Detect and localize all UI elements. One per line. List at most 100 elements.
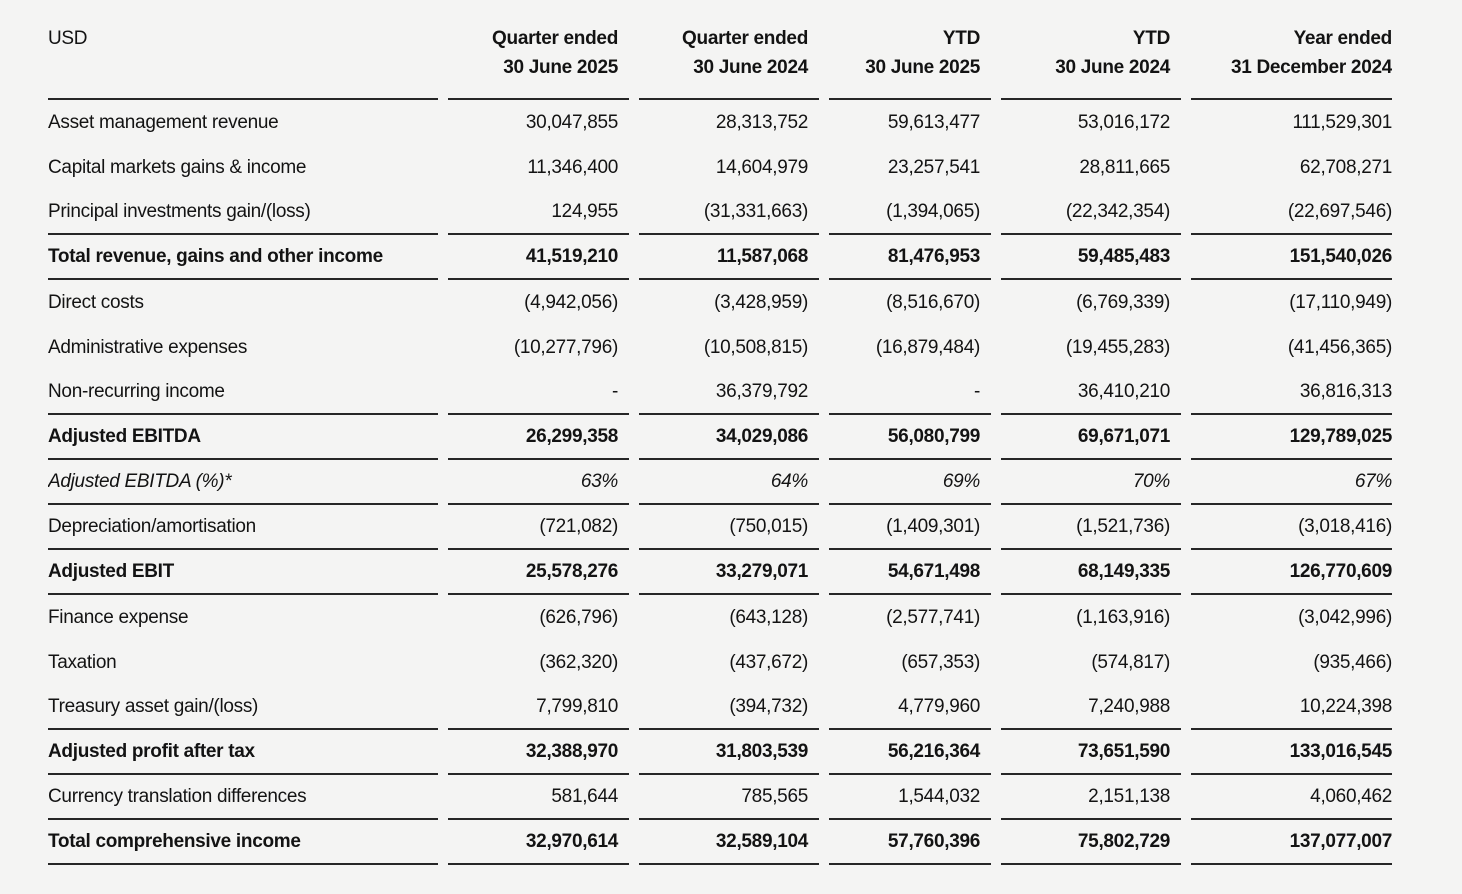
table-row: Non-recurring income -36,379,792-36,410,2… — [48, 370, 1392, 415]
row-value: (750,015) — [639, 505, 819, 550]
row-label: Total comprehensive income — [48, 820, 438, 865]
row-label: Adjusted profit after tax — [48, 730, 438, 775]
row-value: 41,519,210 — [448, 235, 629, 280]
table-row: Adjusted EBITDA (%)* 63% 64% 69% 70% 67% — [48, 460, 1392, 505]
row-label: Depreciation/amortisation — [48, 505, 438, 550]
row-value: (574,817) — [1091, 651, 1170, 673]
row-value: 28,811,665 — [1079, 156, 1170, 178]
table-row: Taxation (362,320) (437,672) (657,353) (574,… — [48, 640, 1392, 685]
row-label: Asset management revenue — [48, 111, 279, 133]
row-value: (1,163,916) — [1076, 606, 1170, 628]
row-label: Adjusted EBITDA (%)* — [48, 460, 438, 505]
row-value: 31,803,539 — [639, 730, 819, 775]
column-header-q2-2025: Quarter ended 30 June 2025 — [448, 0, 629, 100]
row-value: (3,018,416) — [1191, 505, 1392, 550]
row-value: 4,779,960 — [829, 685, 991, 730]
row-value: (22,342,354) — [1001, 190, 1181, 235]
table-row: Finance expense (626,796) (643,128) (2,577,… — [48, 595, 1392, 640]
row-value: (935,466) — [1313, 651, 1392, 673]
row-label: Adjusted EBITDA — [48, 415, 438, 460]
row-value: (17,110,949) — [1289, 291, 1392, 313]
row-value: 124,955 — [448, 190, 629, 235]
column-header-ytd-2024: YTD 30 June 2024 — [1001, 0, 1181, 100]
column-header-text: YTD — [1132, 28, 1170, 49]
row-label: Capital markets gains & income — [48, 156, 307, 178]
row-label: Adjusted EBIT — [48, 550, 438, 595]
row-value: (721,082) — [448, 505, 629, 550]
row-value: (626,796) — [539, 606, 618, 628]
row-value: 7,240,988 — [1001, 685, 1181, 730]
row-value: 67% — [1191, 460, 1392, 505]
row-value: 126,770,609 — [1191, 550, 1392, 595]
row-value: - — [829, 370, 991, 415]
row-value: (8,516,670) — [886, 291, 980, 313]
row-label: Principal investments gain/(loss) — [48, 190, 438, 235]
row-value: 63% — [448, 460, 629, 505]
row-value: 56,080,799 — [829, 415, 991, 460]
row-value: 581,644 — [448, 775, 629, 820]
table-body: Asset management revenue 30,047,855 28,313… — [48, 100, 1392, 865]
row-value: 57,760,396 — [829, 820, 991, 865]
row-label: Administrative expenses — [48, 336, 248, 358]
column-header-fy-2024: Year ended 31 December 2024 — [1191, 0, 1392, 100]
row-value: 133,016,545 — [1191, 730, 1392, 775]
row-value: 36,410,210 — [1001, 370, 1181, 415]
row-value: 1,544,032 — [829, 775, 991, 820]
table-row: Total revenue, gains and other income 41,… — [48, 235, 1392, 280]
currency-unit-label: USD — [48, 0, 438, 100]
row-value: (437,672) — [729, 651, 808, 673]
row-value: (31,331,663) — [639, 190, 819, 235]
row-label: Taxation — [48, 651, 117, 673]
row-label: Treasury asset gain/(loss) — [48, 685, 438, 730]
column-header-date: 30 June 2024 — [693, 57, 808, 78]
row-value: (394,732) — [639, 685, 819, 730]
row-value: 69% — [829, 460, 991, 505]
row-value: 11,587,068 — [639, 235, 819, 280]
row-value: (10,277,796) — [513, 336, 618, 358]
row-value: (41,456,365) — [1287, 336, 1392, 358]
row-value: 36,379,792 — [639, 370, 819, 415]
row-value: 81,476,953 — [829, 235, 991, 280]
row-value: 4,060,462 — [1191, 775, 1392, 820]
column-header-ytd-2025: YTD 30 June 2025 — [829, 0, 991, 100]
table-row: Adjusted profit after tax 32,388,970 31,80… — [48, 730, 1392, 775]
row-value: 151,540,026 — [1191, 235, 1392, 280]
row-value: (3,042,996) — [1298, 606, 1392, 628]
table-row: Currency translation differences 581,644 7… — [48, 775, 1392, 820]
row-value: 2,151,138 — [1001, 775, 1181, 820]
table-header-row: USD Quarter ended 30 June 2025 Quarter e… — [48, 0, 1392, 100]
row-value: 111,529,301 — [1292, 111, 1392, 133]
table-row: Adjusted EBIT 25,578,276 33,279,071 54,671,… — [48, 550, 1392, 595]
financial-statement-page: USD Quarter ended 30 June 2025 Quarter e… — [38, 0, 1402, 865]
column-header-text: YTD — [942, 28, 980, 49]
row-value: (643,128) — [729, 606, 808, 628]
table-row: Direct costs (4,942,056) (3,428,959) (8,516… — [48, 280, 1392, 325]
row-value: 64% — [639, 460, 819, 505]
column-header-date: 30 June 2024 — [1055, 57, 1170, 78]
row-value: 59,485,483 — [1001, 235, 1181, 280]
row-value: (1,394,065) — [829, 190, 991, 235]
row-value: 68,149,335 — [1001, 550, 1181, 595]
row-label: Total revenue, gains and other income — [48, 235, 438, 280]
row-value: 11,346,400 — [527, 156, 618, 178]
table-row: Treasury asset gain/(loss) 7,799,810 (394,… — [48, 685, 1392, 730]
row-value: 70% — [1001, 460, 1181, 505]
row-value: (362,320) — [539, 651, 618, 673]
table-row: Total comprehensive income 32,970,614 32,5… — [48, 820, 1392, 865]
row-value: 32,589,104 — [639, 820, 819, 865]
row-value: (3,428,959) — [714, 291, 808, 313]
row-value: (22,697,546) — [1191, 190, 1392, 235]
row-value: (657,353) — [901, 651, 980, 673]
row-label: Currency translation differences — [48, 775, 438, 820]
table-row: Principal investments gain/(loss) 124,955… — [48, 190, 1392, 235]
financial-results-table: USD Quarter ended 30 June 2025 Quarter e… — [38, 0, 1402, 865]
table-row: Capital markets gains & income 11,346,400… — [48, 145, 1392, 190]
row-value: (1,521,736) — [1001, 505, 1181, 550]
table-row: Administrative expenses (10,277,796) (10,5… — [48, 325, 1392, 370]
row-label: Non-recurring income — [48, 370, 438, 415]
column-header-date: 30 June 2025 — [503, 57, 618, 78]
row-value: 53,016,172 — [1077, 111, 1170, 133]
row-value: 36,816,313 — [1191, 370, 1392, 415]
row-value: 73,651,590 — [1001, 730, 1181, 775]
table-row: Depreciation/amortisation (721,082) (750,0… — [48, 505, 1392, 550]
